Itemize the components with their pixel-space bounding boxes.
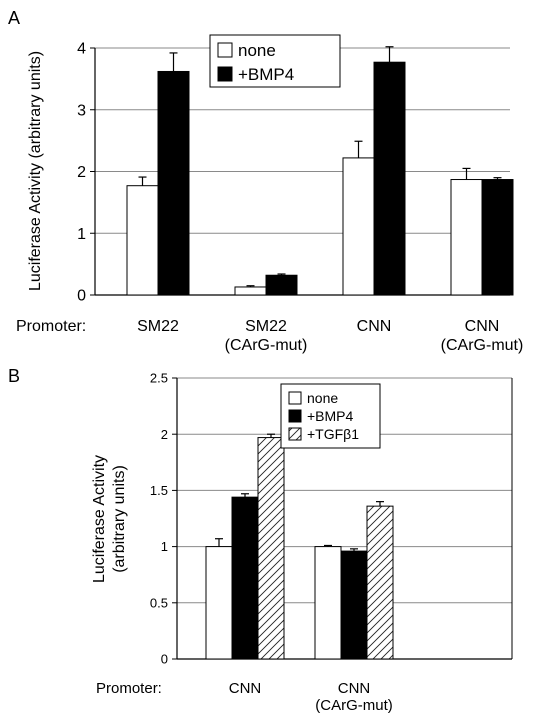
x-tick-label: SM22: [245, 318, 287, 335]
x-tick-label: (CArG-mut): [225, 337, 308, 354]
bar: [157, 70, 190, 296]
panel-label: B: [8, 366, 20, 386]
bar: [342, 157, 375, 296]
bar: [234, 286, 267, 296]
bar: [373, 61, 406, 296]
y-axis-label: Luciferase Activity (arbitrary units): [27, 51, 44, 291]
y-tick-label: 1: [77, 226, 86, 243]
y-tick-label: 0: [77, 288, 86, 305]
y-tick-label: 1.5: [150, 483, 168, 498]
y-tick-label: 2: [161, 427, 168, 442]
y-tick-label: 1: [161, 539, 168, 554]
legend-label: none: [307, 390, 338, 406]
y-tick-label: 2.5: [150, 371, 168, 386]
x-tick-label: SM22: [137, 318, 179, 335]
bar: [265, 274, 298, 296]
x-tick-label: (CArG-mut): [441, 337, 524, 354]
bar: [366, 505, 394, 660]
y-tick-label: 4: [77, 41, 86, 58]
bar: [481, 179, 514, 296]
x-tick-label: CNN: [229, 680, 262, 697]
panel-a: A 0 1 2 3 4 Luciferase Activity (arbitrary uni…: [8, 8, 523, 354]
legend-label: +TGFβ1: [307, 426, 359, 442]
promoter-label: Promoter:: [16, 318, 86, 335]
legend-swatch: [288, 409, 302, 423]
bar: [450, 179, 483, 296]
x-tick-label: (CArG-mut): [315, 697, 393, 714]
y-tick-label: 0: [161, 652, 168, 667]
y-axis-label: (arbitrary units): [111, 465, 128, 573]
x-tick-label: CNN: [465, 318, 500, 335]
y-axis-label: Luciferase Activity: [91, 455, 108, 583]
bar: [231, 496, 259, 660]
y-tick-label: 2: [77, 164, 86, 181]
bar: [126, 185, 159, 296]
bar: [205, 546, 233, 660]
y-tick-label: 3: [77, 102, 86, 119]
panel-b: B 0 0.5 1 1.5 2 2.5 Luciferase Activity (arbitra…: [8, 366, 513, 714]
x-tick-label: CNN: [357, 318, 392, 335]
legend-swatch: [217, 66, 233, 82]
legend-label: +BMP4: [238, 65, 294, 84]
legend-swatch: [288, 427, 302, 441]
bar: [257, 437, 285, 660]
bar: [314, 546, 342, 660]
legend-label: +BMP4: [307, 408, 354, 424]
bar: [340, 550, 368, 660]
promoter-label: Promoter:: [96, 680, 162, 697]
y-tick-label: 0.5: [150, 595, 168, 610]
legend-swatch: [217, 42, 233, 58]
legend-label: none: [238, 41, 276, 60]
legend-swatch: [288, 391, 302, 405]
x-tick-label: CNN: [338, 680, 371, 697]
panel-label: A: [8, 8, 20, 28]
